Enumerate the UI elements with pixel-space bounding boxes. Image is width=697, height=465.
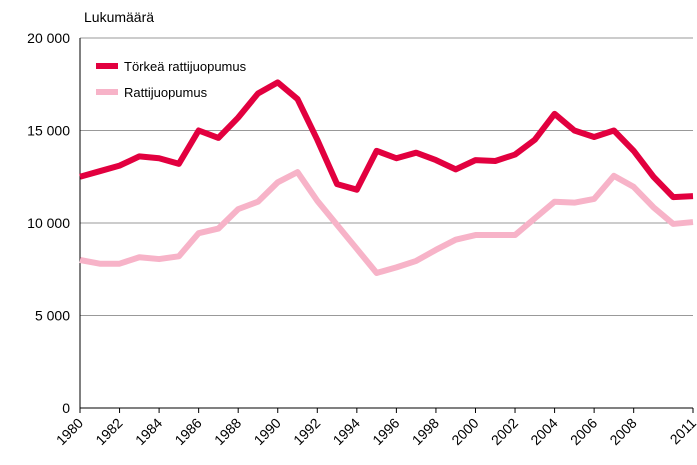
y-tick-label: 20 000	[27, 30, 70, 46]
y-tick-label: 10 000	[27, 215, 70, 231]
y-tick-label: 15 000	[27, 123, 70, 139]
y-tick-label: 0	[62, 400, 70, 416]
x-tick-label: 1992	[290, 415, 323, 448]
x-tick-label: 1996	[369, 415, 402, 448]
x-tick-label: 2002	[488, 415, 521, 448]
x-tick-label: 1990	[251, 415, 284, 448]
x-tick-label: 1988	[211, 415, 244, 448]
y-tick-label: 5 000	[35, 308, 70, 324]
y-axis-label: Lukumäärä	[84, 9, 154, 25]
series-line	[79, 79, 694, 201]
x-tick-label: 2011	[667, 415, 697, 448]
x-tick-label: 1984	[132, 415, 165, 448]
x-tick-label: 1980	[53, 415, 86, 448]
x-tick-label: 2000	[448, 415, 481, 448]
x-tick-label: 1982	[92, 415, 125, 448]
x-tick-label: 1998	[409, 415, 442, 448]
x-tick-label: 2006	[567, 415, 600, 448]
series-line	[79, 169, 694, 276]
x-tick-label: 1994	[330, 415, 363, 448]
legend-label: Rattijuopumus	[124, 85, 208, 100]
x-tick-label: 2008	[606, 415, 639, 448]
x-tick-label: 1986	[171, 415, 204, 448]
x-tick-label: 2004	[527, 415, 560, 448]
legend-label: Törkeä rattijuopumus	[124, 59, 247, 74]
